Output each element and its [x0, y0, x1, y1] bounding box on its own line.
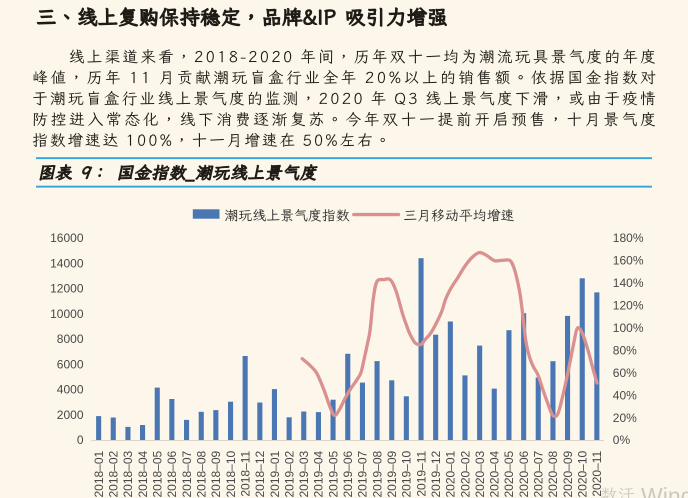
svg-text:2018–08: 2018–08: [195, 450, 209, 497]
svg-text:2020–07: 2020–07: [532, 450, 546, 497]
svg-text:2018–11: 2018–11: [239, 450, 253, 496]
svg-text:100%: 100%: [613, 321, 644, 335]
svg-text:16000: 16000: [50, 231, 84, 245]
svg-text:20%: 20%: [613, 411, 637, 425]
svg-text:2020–04: 2020–04: [488, 450, 502, 497]
svg-text:2018–07: 2018–07: [180, 450, 194, 497]
svg-text:2019–04: 2019–04: [312, 450, 326, 497]
svg-text:2019–08: 2019–08: [370, 450, 384, 497]
svg-text:2020–09: 2020–09: [561, 450, 575, 497]
svg-text:2020–01: 2020–01: [444, 450, 458, 497]
svg-text:4000: 4000: [57, 383, 84, 397]
svg-text:2019–03: 2019–03: [297, 450, 311, 497]
svg-text:2018–10: 2018–10: [224, 450, 238, 497]
svg-text:2019–06: 2019–06: [341, 450, 355, 497]
svg-text:2020–05: 2020–05: [502, 450, 516, 497]
svg-text:120%: 120%: [613, 299, 644, 313]
svg-text:6000: 6000: [57, 357, 84, 371]
svg-text:40%: 40%: [613, 388, 637, 402]
svg-text:2018–06: 2018–06: [165, 450, 179, 497]
svg-text:160%: 160%: [613, 254, 644, 268]
svg-text:2018–03: 2018–03: [121, 450, 135, 497]
svg-text:14000: 14000: [50, 256, 84, 270]
svg-text:2018–02: 2018–02: [107, 450, 121, 497]
svg-text:2020–02: 2020–02: [458, 450, 472, 497]
svg-text:0: 0: [77, 433, 84, 447]
svg-text:2019–09: 2019–09: [385, 450, 399, 497]
svg-text:2018–01: 2018–01: [92, 450, 106, 497]
svg-text:140%: 140%: [613, 276, 644, 290]
svg-text:8000: 8000: [57, 332, 84, 346]
svg-text:10000: 10000: [50, 307, 84, 321]
svg-text:2019–10: 2019–10: [400, 450, 414, 497]
svg-text:2020–03: 2020–03: [473, 450, 487, 497]
svg-text:2019–12: 2019–12: [429, 450, 443, 497]
svg-text:2020–08: 2020–08: [546, 450, 560, 497]
svg-text:60%: 60%: [613, 366, 637, 380]
svg-text:2019–01: 2019–01: [268, 450, 282, 497]
svg-text:12000: 12000: [50, 282, 84, 296]
svg-text:2000: 2000: [57, 408, 84, 422]
svg-text:0%: 0%: [613, 433, 631, 447]
svg-text:2019–05: 2019–05: [326, 450, 340, 497]
svg-text:2020–11: 2020–11: [590, 450, 604, 496]
svg-text:2018–12: 2018–12: [253, 450, 267, 497]
svg-text:80%: 80%: [613, 343, 637, 357]
svg-text:2020–10: 2020–10: [576, 450, 590, 497]
svg-text:180%: 180%: [613, 231, 644, 245]
svg-text:2018–05: 2018–05: [151, 450, 165, 497]
svg-text:2018–09: 2018–09: [209, 450, 223, 497]
svg-text:2020–06: 2020–06: [517, 450, 531, 497]
svg-text:Wind: Wind: [641, 483, 688, 498]
svg-text:2019–11: 2019–11: [414, 450, 428, 496]
svg-text:2018–04: 2018–04: [136, 450, 150, 497]
svg-text:2019–07: 2019–07: [356, 450, 370, 497]
svg-text:2019–02: 2019–02: [282, 450, 296, 497]
